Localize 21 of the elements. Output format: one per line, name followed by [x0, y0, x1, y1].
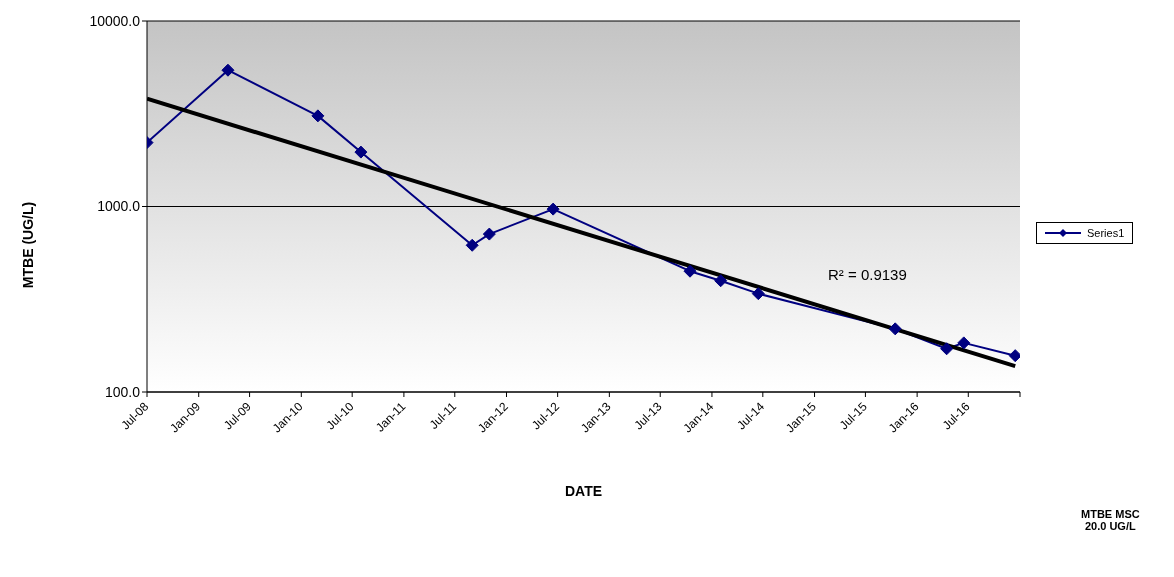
- point: [221, 63, 235, 77]
- point: [354, 145, 368, 159]
- point: [714, 274, 728, 288]
- y-axis-title: MTBE (UG/L): [20, 201, 36, 288]
- annotation: R² = 0.9139: [828, 266, 907, 283]
- point: [465, 238, 479, 252]
- point: [888, 322, 902, 336]
- y-tick-label: 100.0: [104, 383, 141, 400]
- text: MTBE MSC 20.0 UG/L: [1081, 508, 1140, 532]
- point: [940, 342, 954, 356]
- point: [751, 287, 765, 301]
- legend-label: Series1: [1087, 226, 1125, 239]
- point: [546, 202, 560, 216]
- y-tick-label: 1000.0: [97, 198, 141, 215]
- point: [1008, 349, 1020, 363]
- y-tick-label: 10000.0: [89, 12, 141, 29]
- point: [311, 109, 325, 123]
- point: [482, 227, 496, 241]
- point: [683, 264, 697, 278]
- point: [957, 336, 971, 350]
- x-axis-title: DATE: [564, 483, 603, 499]
